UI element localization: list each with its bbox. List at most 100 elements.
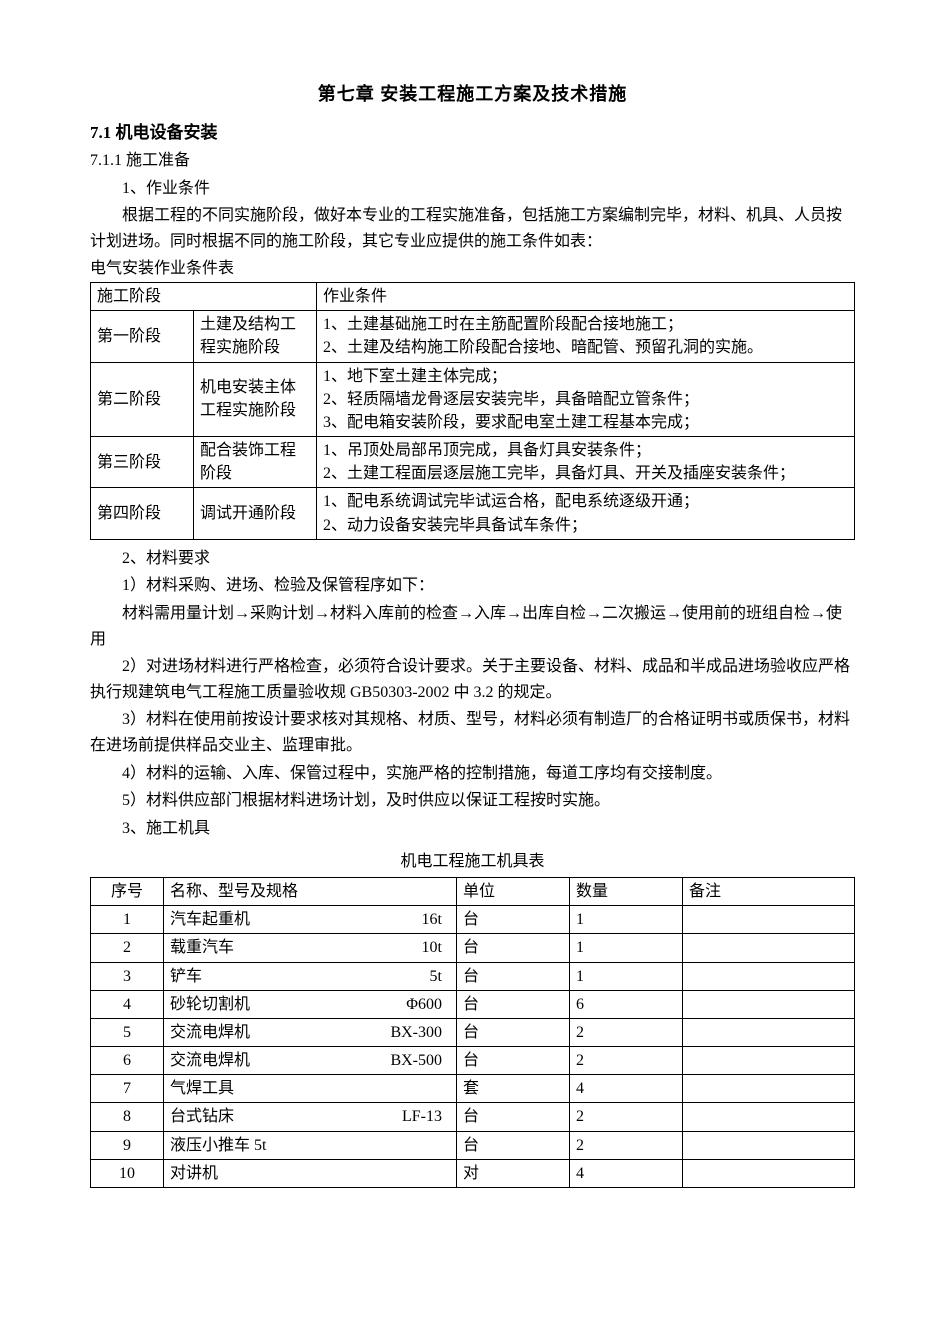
- table-cell-phase: 第二阶段: [91, 362, 194, 437]
- table-cell-no: 9: [91, 1131, 164, 1159]
- table-cell-no: 4: [91, 990, 164, 1018]
- table-cell-no: 5: [91, 1018, 164, 1046]
- table-row: 2 载重汽车 10t 台 1: [91, 934, 855, 962]
- table-row: 10 对讲机 对 4: [91, 1159, 855, 1187]
- cell-spec: BX-300: [390, 1021, 450, 1044]
- table-cell-subphase: 土建及结构工程实施阶段: [194, 311, 317, 362]
- table-cell-qty: 2: [570, 1047, 683, 1075]
- paragraph-2-5: 5）材料供应部门根据材料进场计划，及时供应以保证工程按时实施。: [90, 788, 855, 814]
- table-cell-no: 10: [91, 1159, 164, 1187]
- paragraph-2-4: 4）材料的运输、入库、保管过程中，实施严格的控制措施，每道工序均有交接制度。: [90, 761, 855, 787]
- table-cell-name-spec: 汽车起重机 16t: [164, 906, 457, 934]
- table-cell-name-spec: 砂轮切割机 Φ600: [164, 990, 457, 1018]
- cell-spec: 16t: [422, 908, 450, 931]
- table-cell-name-spec: 气焊工具: [164, 1075, 457, 1103]
- paragraph-2-1: 1）材料采购、进场、检验及保管程序如下：: [90, 573, 855, 599]
- table-cell-note: [683, 1103, 855, 1131]
- table-cell-note: [683, 1159, 855, 1187]
- table-cell-no: 6: [91, 1047, 164, 1075]
- table-cell-unit: 台: [457, 934, 570, 962]
- cell-spec: 10t: [422, 936, 450, 959]
- table-header-row: 序号 名称、型号及规格 单位 数量 备注: [91, 877, 855, 905]
- cell-name: 汽车起重机: [170, 908, 250, 931]
- table-cell-unit: 套: [457, 1075, 570, 1103]
- table-cell-no: 7: [91, 1075, 164, 1103]
- table-cell-qty: 1: [570, 962, 683, 990]
- list-item-3: 3、施工机具: [90, 816, 855, 842]
- table-row: 3 铲车 5t 台 1: [91, 962, 855, 990]
- section-heading-7-1-1: 7.1.1 施工准备: [90, 148, 855, 174]
- table-row: 第四阶段 调试开通阶段 1、配电系统调试完毕试运合格，配电系统逐级开通；2、动力…: [91, 488, 855, 539]
- table-cell-unit: 台: [457, 962, 570, 990]
- table-cell-unit: 对: [457, 1159, 570, 1187]
- table-cell-no: 2: [91, 934, 164, 962]
- table-row: 8 台式钻床LF-13 台 2: [91, 1103, 855, 1131]
- table-cell-qty: 2: [570, 1103, 683, 1131]
- table-cell-subphase: 配合装饰工程阶段: [194, 437, 317, 488]
- list-item-1: 1、作业条件: [90, 176, 855, 202]
- table-header-cell: 数量: [570, 877, 683, 905]
- table2-caption: 机电工程施工机具表: [90, 849, 855, 875]
- table-row: 1 汽车起重机 16t 台 1: [91, 906, 855, 934]
- table-cell-phase: 第四阶段: [91, 488, 194, 539]
- table-cell-subphase: 机电安装主体工程实施阶段: [194, 362, 317, 437]
- table-cell-unit: 台: [457, 990, 570, 1018]
- table-header-cell: 单位: [457, 877, 570, 905]
- table-cell-qty: 1: [570, 934, 683, 962]
- table-cell-qty: 4: [570, 1075, 683, 1103]
- table-cell-note: [683, 1018, 855, 1046]
- table-header-row: 施工阶段 作业条件: [91, 282, 855, 310]
- table-cell-cond: 1、配电系统调试完毕试运合格，配电系统逐级开通；2、动力设备安装完毕具备试车条件…: [317, 488, 855, 539]
- table-cell-no: 1: [91, 906, 164, 934]
- table-header-cell: 序号: [91, 877, 164, 905]
- cell-name: 对讲机: [170, 1162, 218, 1185]
- table-cell-name-spec: 对讲机: [164, 1159, 457, 1187]
- cell-name: 交流电焊机: [170, 1021, 250, 1044]
- table-cell-unit: 台: [457, 1047, 570, 1075]
- table-cell-name-spec: 铲车 5t: [164, 962, 457, 990]
- table-cell-qty: 2: [570, 1131, 683, 1159]
- table-row: 9 液压小推车 5t 台 2: [91, 1131, 855, 1159]
- table-cell-name-spec: 台式钻床LF-13: [164, 1103, 457, 1131]
- table-cell-note: [683, 906, 855, 934]
- table-cell-phase: 第三阶段: [91, 437, 194, 488]
- table-cell-unit: 台: [457, 906, 570, 934]
- cell-name: 交流电焊机: [170, 1049, 250, 1072]
- table-cell-note: [683, 1131, 855, 1159]
- table-row: 第三阶段 配合装饰工程阶段 1、吊顶处局部吊顶完成，具备灯具安装条件；2、土建工…: [91, 437, 855, 488]
- table-cell-no: 3: [91, 962, 164, 990]
- table-cell-qty: 6: [570, 990, 683, 1018]
- cell-spec: BX-500: [390, 1049, 450, 1072]
- table-row: 第二阶段 机电安装主体工程实施阶段 1、地下室土建主体完成；2、轻质隔墙龙骨逐层…: [91, 362, 855, 437]
- table-cell-qty: 2: [570, 1018, 683, 1046]
- paragraph-intro: 根据工程的不同实施阶段，做好本专业的工程实施准备，包括施工方案编制完毕，材料、机…: [90, 203, 855, 254]
- table1-caption: 电气安装作业条件表: [90, 256, 855, 282]
- table-header-cell: 施工阶段: [91, 282, 317, 310]
- table-row: 7 气焊工具 套 4: [91, 1075, 855, 1103]
- table-cell-name-spec: 载重汽车 10t: [164, 934, 457, 962]
- table-cell-unit: 台: [457, 1103, 570, 1131]
- table-cell-note: [683, 934, 855, 962]
- chapter-title: 第七章 安装工程施工方案及技术措施: [90, 80, 855, 109]
- table-cell-no: 8: [91, 1103, 164, 1131]
- table-cell-cond: 1、土建基础施工时在主筋配置阶段配合接地施工；2、土建及结构施工阶段配合接地、暗…: [317, 311, 855, 362]
- cell-name: 载重汽车: [170, 936, 234, 959]
- table-cell-note: [683, 990, 855, 1018]
- table-row: 4 砂轮切割机 Φ600 台 6: [91, 990, 855, 1018]
- table-cell-cond: 1、吊顶处局部吊顶完成，具备灯具安装条件；2、土建工程面层逐层施工完毕，具备灯具…: [317, 437, 855, 488]
- table-cell-note: [683, 1047, 855, 1075]
- tools-table: 序号 名称、型号及规格 单位 数量 备注 1 汽车起重机 16t 台 1 2 载重…: [90, 877, 855, 1188]
- table-cell-note: [683, 962, 855, 990]
- paragraph-2-2: 2）对进场材料进行严格检查，必须符合设计要求。关于主要设备、材料、成品和半成品进…: [90, 654, 855, 705]
- cell-spec: 5t: [430, 965, 450, 988]
- table-row: 第一阶段 土建及结构工程实施阶段 1、土建基础施工时在主筋配置阶段配合接地施工；…: [91, 311, 855, 362]
- table-header-cell: 备注: [683, 877, 855, 905]
- cell-spec: Φ600: [406, 993, 450, 1016]
- cell-name: 铲车: [170, 965, 202, 988]
- table-cell-cond: 1、地下室土建主体完成；2、轻质隔墙龙骨逐层安装完毕，具备暗配立管条件；3、配电…: [317, 362, 855, 437]
- paragraph-2-3: 3）材料在使用前按设计要求核对其规格、材质、型号，材料必须有制造厂的合格证明书或…: [90, 707, 855, 758]
- cell-name: 砂轮切割机: [170, 993, 250, 1016]
- cell-spec: LF-13: [402, 1105, 450, 1128]
- table-cell-qty: 1: [570, 906, 683, 934]
- list-item-2: 2、材料要求: [90, 546, 855, 572]
